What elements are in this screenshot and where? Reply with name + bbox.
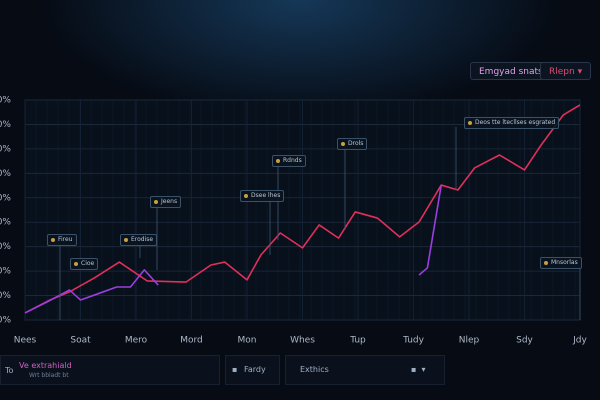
y-tick-label: 60% bbox=[0, 169, 11, 179]
annotation-text: Fireu bbox=[58, 236, 73, 243]
annotation-text: Erodise bbox=[131, 236, 154, 243]
annotation-icon bbox=[544, 260, 548, 265]
y-tick-label: 0% bbox=[0, 316, 11, 326]
line-series bbox=[24, 269, 159, 314]
footer-summary: To Ve extrahiald Wrt bbladt bt bbox=[0, 355, 220, 385]
x-tick-label: Nees bbox=[14, 336, 37, 346]
annotation-icon bbox=[341, 141, 345, 146]
annotation-text: Mnsorlas bbox=[551, 259, 578, 266]
annotation-text: Jeens bbox=[161, 198, 178, 205]
annotation: Jeens bbox=[150, 196, 182, 208]
annotation-text: Deos tte ltecllses esgrated bbox=[475, 119, 556, 126]
annotation: Drols bbox=[337, 138, 368, 150]
annotation-icon bbox=[74, 261, 78, 266]
annotation-text: Dsee lhes bbox=[251, 192, 281, 199]
y-tick-label: 90% bbox=[0, 96, 11, 106]
footer-left: To bbox=[5, 366, 14, 375]
x-tick-label: Mon bbox=[238, 336, 257, 346]
annotation-icon bbox=[124, 237, 128, 242]
x-tick-label: Soat bbox=[70, 336, 91, 346]
y-tick-label: 10% bbox=[0, 291, 11, 301]
filter-label: Fardy bbox=[244, 365, 266, 374]
filter-button[interactable]: ▪ Fardy bbox=[225, 355, 280, 385]
range-dropdown[interactable]: Rlepn ▾ bbox=[540, 62, 592, 80]
annotation: Mnsorlas bbox=[540, 257, 582, 269]
y-tick-label: 20% bbox=[0, 267, 11, 277]
export-label: Exthics bbox=[300, 365, 329, 374]
annotation-text: Cioe bbox=[81, 260, 95, 267]
view-label: Emgyad snats bbox=[479, 67, 543, 77]
annotation-icon bbox=[51, 237, 55, 242]
x-tick-label: Tudy bbox=[402, 336, 425, 346]
y-tick-label: 30% bbox=[0, 242, 11, 252]
annotation: Dsee lhes bbox=[240, 190, 285, 202]
footer-subtitle: Wrt bbladt bt bbox=[29, 372, 69, 379]
annotation: Erodise bbox=[120, 234, 158, 246]
annotation-icon bbox=[244, 193, 248, 198]
y-tick-label: 50% bbox=[0, 193, 11, 203]
footer: To Ve extrahiald Wrt bbladt bt ▪ Fardy E… bbox=[0, 355, 600, 387]
annotation: Fireu bbox=[47, 234, 77, 246]
export-button[interactable]: Exthics ▪ ▾ bbox=[285, 355, 445, 385]
minor-grid bbox=[24, 100, 576, 320]
annotation-icon bbox=[468, 120, 472, 125]
line-series bbox=[24, 104, 581, 314]
line-series bbox=[418, 184, 443, 276]
footer-title: Ve extrahiald bbox=[19, 361, 72, 370]
x-tick-label: Mero bbox=[125, 336, 148, 346]
range-label: Rlepn bbox=[549, 67, 575, 77]
y-tick-label: 70% bbox=[0, 144, 11, 154]
x-tick-label: Jdy bbox=[572, 336, 587, 346]
x-tick-label: Tup bbox=[349, 336, 366, 346]
x-tick-label: Sdy bbox=[516, 336, 533, 346]
x-tick-label: Mord bbox=[180, 336, 203, 346]
annotation: Rdnds bbox=[272, 155, 306, 167]
x-tick-label: Nlep bbox=[459, 336, 480, 346]
annotation-text: Drols bbox=[348, 140, 364, 147]
annotation-text: Rdnds bbox=[283, 157, 302, 164]
annotation: Deos tte ltecllses esgrated bbox=[464, 117, 560, 129]
annotation: Cioe bbox=[70, 258, 99, 270]
annotation-icon bbox=[276, 158, 280, 163]
x-tick-label: Whes bbox=[290, 336, 315, 346]
annotation-icon bbox=[154, 199, 158, 204]
y-tick-label: 80% bbox=[0, 120, 11, 130]
y-tick-label: 40% bbox=[0, 218, 11, 228]
